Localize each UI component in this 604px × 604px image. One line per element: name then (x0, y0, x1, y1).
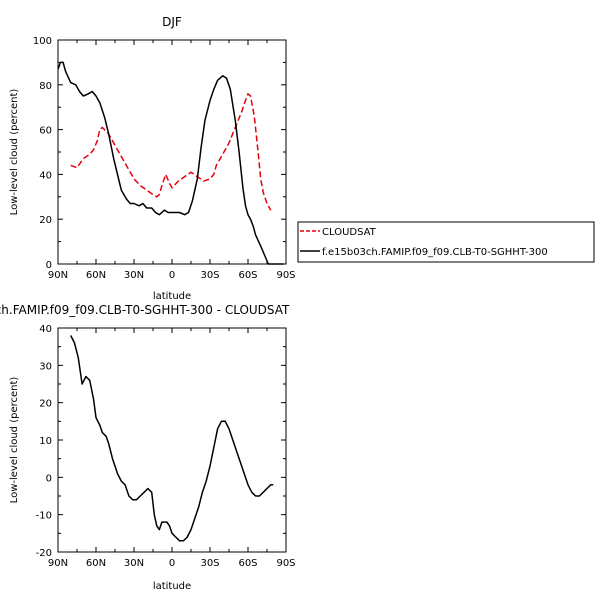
top-y-axis-label: Low-level cloud (percent) (9, 89, 20, 216)
bottom-xtick-label: 60S (238, 558, 257, 569)
top-xtick-label: 90N (48, 270, 68, 281)
top-ytick-label: 80 (39, 81, 52, 92)
top-xtick-label: 0 (169, 270, 175, 281)
top-chart-title: DJF (162, 15, 182, 29)
top-series-line-f-e15b03ch-famip-f09-f09 (57, 61, 284, 265)
bottom-ytick-label: -20 (36, 548, 52, 559)
bottom-panel: f.e15b03ch.FAMIP.f09_f09.CLB-T0-SGHHT-30… (0, 303, 296, 592)
bottom-axis-ticks: 90N 60N 30N 0 30S 60S 90S -20 -10 0 10 20 30 40 (36, 324, 296, 569)
bottom-ytick-label: 0 (46, 473, 52, 484)
bottom-xtick-label: 90S (276, 558, 295, 569)
top-xtick-label: 90S (276, 270, 295, 281)
top-xtick-label: 60S (238, 270, 257, 281)
top-xtick-label: 30N (124, 270, 144, 281)
top-xtick-label: 60N (86, 270, 106, 281)
bottom-chart-title: f.e15b03ch.FAMIP.f09_f09.CLB-T0-SGHHT-30… (0, 303, 290, 317)
top-ytick-label: 40 (39, 170, 52, 181)
top-panel: DJF 90N 60N 30N 0 30S 60S 90S 0 20 40 60 80 100 Low-… (9, 15, 296, 302)
bottom-plot-frame (57, 327, 287, 553)
bottom-ytick-label: 30 (39, 361, 52, 372)
top-ytick-label: 0 (46, 260, 52, 271)
bottom-ytick-label: 20 (39, 399, 52, 410)
top-ytick-label: 20 (39, 215, 52, 226)
top-series-line-cloudsat (70, 93, 272, 211)
bottom-ytick-label: 40 (39, 324, 52, 335)
bottom-xtick-label: 30N (124, 558, 144, 569)
top-axis-ticks: 90N 60N 30N 0 30S 60S 90S 0 20 40 60 80 100 (33, 36, 296, 281)
bottom-series-lines (70, 335, 274, 542)
top-ytick-label: 60 (39, 126, 52, 137)
top-x-axis-label: latitude (153, 291, 191, 302)
bottom-y-axis-label: Low-level cloud (percent) (9, 377, 20, 504)
bottom-xtick-label: 30S (200, 558, 219, 569)
bottom-xtick-label: 0 (169, 558, 175, 569)
bottom-ytick-label: 10 (39, 436, 52, 447)
bottom-ytick-label: -10 (36, 511, 52, 522)
legend-label-cloudsat: CLOUDSAT (322, 227, 377, 238)
legend-box (297, 221, 595, 263)
bottom-x-axis-label: latitude (153, 581, 191, 592)
legend: CLOUDSAT f.e15b03ch.FAMIP.f09_f09.CLB-T0… (297, 221, 595, 263)
bottom-xtick-label: 60N (86, 558, 106, 569)
legend-label-model: f.e15b03ch.FAMIP.f09_f09.CLB-T0-SGHHT-30… (322, 247, 548, 258)
bottom-series-line-difference (70, 335, 274, 542)
top-xtick-label: 30S (200, 270, 219, 281)
bottom-xtick-label: 90N (48, 558, 68, 569)
top-ytick-label: 100 (33, 36, 52, 47)
top-series-lines (57, 61, 284, 265)
